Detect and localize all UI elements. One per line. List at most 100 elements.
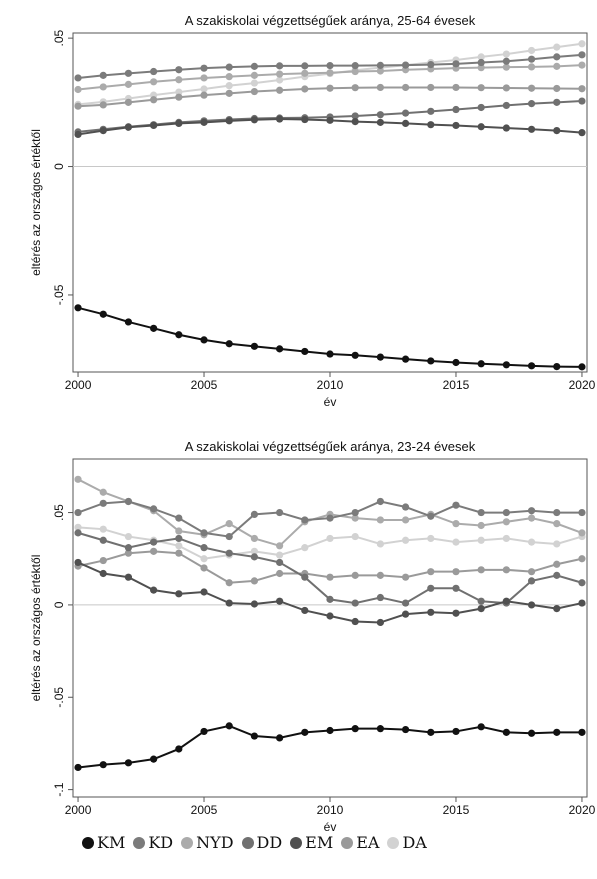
data-point bbox=[427, 60, 435, 69]
data-point bbox=[553, 62, 561, 70]
data-point bbox=[175, 527, 183, 535]
data-point bbox=[427, 608, 435, 616]
data-point bbox=[452, 538, 460, 546]
data-point bbox=[150, 505, 158, 513]
data-point bbox=[477, 597, 485, 605]
data-point bbox=[502, 508, 510, 517]
data-point bbox=[477, 53, 485, 61]
x-tick-label: 2015 bbox=[443, 803, 470, 817]
data-point bbox=[250, 116, 259, 124]
data-point bbox=[225, 532, 233, 541]
legend-marker bbox=[290, 837, 303, 849]
data-point bbox=[401, 536, 410, 544]
data-point bbox=[225, 89, 233, 97]
data-point bbox=[276, 115, 284, 123]
data-point bbox=[553, 126, 561, 135]
y-tick-label: -.05 bbox=[52, 687, 66, 708]
data-point bbox=[326, 84, 334, 92]
data-point bbox=[225, 520, 233, 528]
data-point bbox=[301, 728, 309, 736]
data-point bbox=[477, 360, 485, 368]
data-point bbox=[74, 763, 82, 772]
data-point bbox=[401, 725, 410, 734]
data-point bbox=[452, 568, 460, 576]
data-point bbox=[351, 599, 359, 607]
data-point bbox=[276, 70, 284, 78]
data-point bbox=[527, 84, 536, 92]
x-tick-label: 2005 bbox=[191, 378, 218, 392]
data-point bbox=[200, 74, 208, 82]
legend-item-ea: EA bbox=[341, 833, 379, 852]
data-point bbox=[276, 345, 284, 353]
data-point bbox=[527, 63, 536, 71]
data-point bbox=[401, 109, 410, 117]
data-point bbox=[250, 553, 259, 561]
data-point bbox=[477, 103, 485, 112]
data-point bbox=[527, 100, 536, 108]
series-km bbox=[74, 304, 586, 371]
data-point bbox=[250, 510, 259, 519]
data-point bbox=[553, 508, 561, 517]
x-tick-label: 2020 bbox=[569, 378, 596, 392]
data-point bbox=[225, 63, 233, 71]
data-point bbox=[250, 600, 259, 608]
data-point bbox=[99, 499, 107, 507]
data-point bbox=[326, 62, 334, 70]
data-point bbox=[452, 83, 460, 92]
data-point bbox=[150, 121, 158, 130]
data-point bbox=[175, 549, 183, 557]
series-ea bbox=[74, 547, 586, 587]
data-point bbox=[401, 61, 410, 69]
data-point bbox=[200, 118, 208, 126]
data-point bbox=[175, 590, 183, 598]
data-point bbox=[376, 83, 384, 92]
x-axis-label: év bbox=[324, 395, 337, 409]
data-point bbox=[225, 549, 233, 557]
legend-marker bbox=[82, 837, 94, 849]
data-point bbox=[74, 85, 82, 94]
data-point bbox=[301, 115, 309, 124]
data-point bbox=[477, 723, 485, 731]
data-point bbox=[250, 79, 259, 87]
data-point bbox=[427, 584, 435, 592]
data-point bbox=[553, 560, 561, 568]
data-point bbox=[175, 93, 183, 101]
data-point bbox=[175, 514, 183, 522]
data-point bbox=[527, 55, 536, 63]
data-point bbox=[502, 50, 510, 58]
data-point bbox=[99, 488, 107, 496]
data-point bbox=[527, 507, 536, 515]
data-point bbox=[527, 514, 536, 522]
series-ea bbox=[74, 83, 586, 110]
data-point bbox=[124, 549, 133, 557]
data-point bbox=[225, 117, 233, 125]
data-point bbox=[502, 566, 510, 574]
data-point bbox=[276, 86, 284, 94]
data-point bbox=[175, 534, 183, 543]
data-point bbox=[99, 101, 107, 109]
data-point bbox=[502, 728, 510, 736]
data-point bbox=[200, 91, 208, 99]
data-point bbox=[376, 593, 384, 602]
series-em bbox=[74, 115, 586, 139]
data-point bbox=[427, 512, 435, 520]
data-point bbox=[225, 340, 233, 348]
legend-label: KD bbox=[148, 833, 174, 852]
data-point bbox=[376, 111, 384, 119]
data-point bbox=[527, 362, 536, 370]
data-point bbox=[452, 121, 460, 130]
legend-marker bbox=[241, 837, 254, 849]
data-point bbox=[326, 116, 334, 124]
legend: KM KD NYD DD EM EA DA bbox=[0, 833, 597, 852]
data-point bbox=[150, 67, 158, 76]
data-point bbox=[452, 105, 460, 114]
data-point bbox=[502, 518, 510, 526]
data-point bbox=[276, 508, 284, 517]
data-point bbox=[553, 43, 561, 51]
data-point bbox=[200, 588, 208, 596]
data-point bbox=[452, 501, 460, 509]
data-point bbox=[301, 62, 309, 70]
data-point bbox=[502, 84, 510, 92]
data-point bbox=[401, 610, 410, 618]
data-point bbox=[452, 358, 460, 367]
